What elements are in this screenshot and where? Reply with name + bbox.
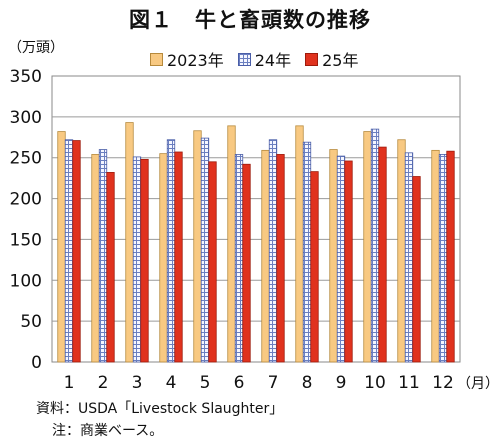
x-tick-label: 5: [200, 373, 211, 393]
y-tick-label: 0: [31, 353, 42, 373]
legend-label-24: 24年: [254, 51, 292, 70]
legend-label-25: 25年: [322, 51, 359, 70]
y-tick-label: 50: [20, 312, 42, 332]
bar-24: [370, 128, 380, 363]
legend-swatch-2023: [150, 52, 163, 66]
legend-item-25: 25年: [305, 47, 358, 71]
bar-25: [140, 158, 149, 363]
bar-2023: [295, 125, 304, 363]
plot-frame: [51, 75, 461, 363]
bar-24: [64, 139, 74, 363]
bar-24: [98, 149, 108, 363]
legend-swatch-25: [305, 52, 319, 66]
bar-24: [234, 154, 244, 363]
bar-25: [72, 140, 81, 363]
x-tick-label: 1: [64, 373, 75, 393]
bar-2023: [329, 149, 338, 363]
bar-24: [438, 154, 448, 363]
legend-label-2023: 2023年: [167, 51, 224, 70]
x-tick-label: 6: [234, 373, 245, 393]
bar-24: [200, 137, 210, 363]
legend-item-2023: 2023年: [150, 47, 224, 71]
bar-25: [378, 146, 387, 363]
legend-item-24: 24年: [237, 47, 292, 71]
bar-2023: [363, 131, 372, 363]
bar-2023: [193, 130, 202, 363]
bar-25: [106, 172, 115, 363]
bar-25: [344, 160, 353, 363]
bar-2023: [125, 122, 134, 363]
x-tick-label: 7: [268, 373, 279, 393]
y-axis-unit-label: （万頭）: [8, 40, 64, 56]
y-tick-label: 250: [10, 149, 42, 169]
y-tick-label: 350: [10, 67, 42, 87]
bar-25: [174, 151, 183, 363]
bar-25: [310, 171, 319, 363]
bar-24: [404, 152, 414, 363]
x-tick-label: 3: [132, 373, 143, 393]
bar-2023: [261, 149, 270, 363]
x-tick-label: 11: [398, 373, 420, 393]
x-tick-label: 9: [336, 373, 347, 393]
bar-25: [276, 154, 285, 363]
bar-24: [336, 155, 346, 363]
bar-24: [166, 139, 176, 363]
y-tick-label: 300: [10, 108, 42, 128]
bar-25: [242, 163, 251, 363]
x-tick-label: 10: [364, 373, 386, 393]
x-axis-unit-label: （月）: [457, 376, 499, 392]
bar-2023: [91, 154, 100, 363]
bar-24: [268, 139, 278, 363]
x-tick-label: 12: [432, 373, 454, 393]
bar-25: [208, 161, 217, 363]
y-tick-label: 150: [10, 230, 42, 250]
note-footnote: 注：商業ベース。: [52, 423, 164, 439]
bar-2023: [159, 153, 168, 363]
bar-2023: [431, 149, 440, 363]
bar-24: [132, 156, 142, 363]
source-footnote: 資料：USDA「Livestock Slaughter」: [36, 401, 284, 417]
x-tick-label: 2: [98, 373, 109, 393]
bar-24: [302, 141, 312, 363]
x-tick-label: 4: [166, 373, 177, 393]
x-tick-label: 8: [302, 373, 313, 393]
bar-2023: [397, 139, 406, 363]
legend: 2023年 24年 25年: [150, 48, 358, 70]
chart-title: 図１ 牛と畜頭数の推移: [129, 8, 371, 32]
bar-25: [446, 150, 455, 363]
y-tick-label: 100: [10, 271, 42, 291]
bar-25: [412, 176, 421, 363]
bar-2023: [57, 131, 66, 363]
legend-swatch-24: [237, 52, 251, 66]
y-tick-label: 200: [10, 190, 42, 210]
bar-2023: [227, 125, 236, 363]
